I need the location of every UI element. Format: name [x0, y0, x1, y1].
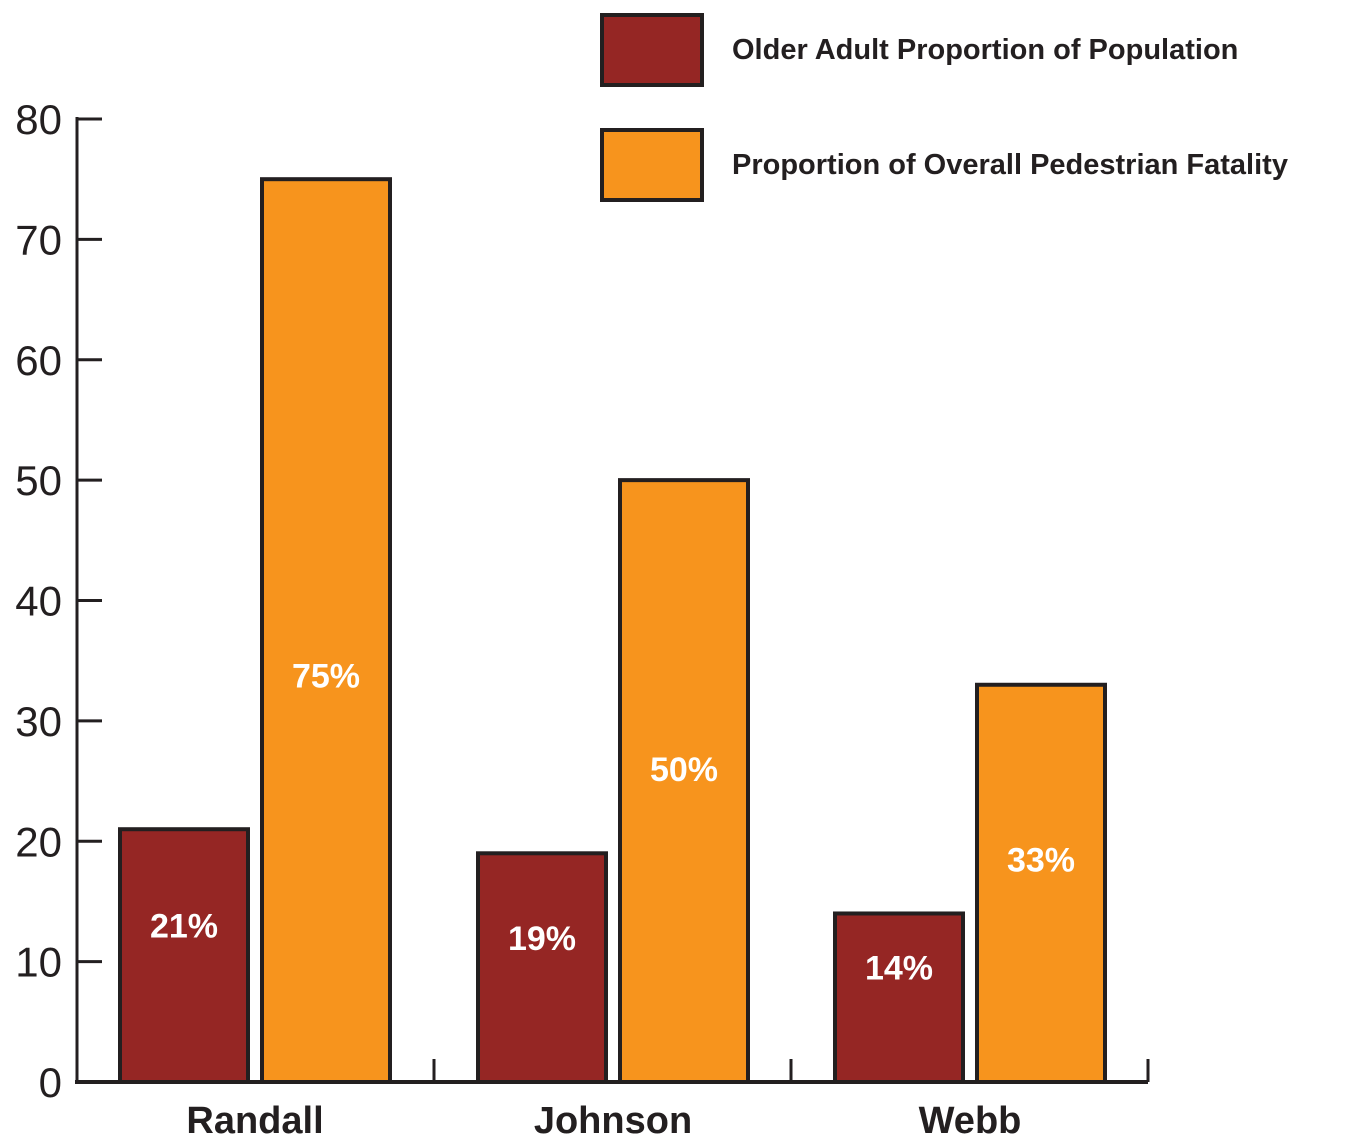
y-tick-label-50: 50	[15, 457, 62, 504]
y-tick-label-10: 10	[15, 939, 62, 986]
data-label-johnson-series-0: 19%	[508, 920, 576, 958]
data-label-webb-series-1: 33%	[1007, 842, 1075, 880]
legend-label-pedestrian-fatality: Proportion of Overall Pedestrian Fatalit…	[732, 148, 1288, 181]
y-tick-label-40: 40	[15, 578, 62, 625]
bar-johnson-series-1	[618, 478, 750, 1084]
y-tick-label-0: 0	[39, 1059, 62, 1106]
bars-group	[118, 177, 1107, 1085]
x-tick-label-webb: Webb	[919, 1100, 1022, 1140]
bar-webb-series-0	[833, 911, 965, 1084]
y-tick-label-80: 80	[15, 96, 62, 143]
legend-swatch-older-adult	[600, 13, 704, 87]
bar-randall-series-0	[118, 827, 250, 1085]
x-labels-group: Randall Johnson Webb	[186, 1100, 1021, 1140]
legend-swatch-pedestrian-fatality	[600, 128, 704, 202]
legend-item-pedestrian-fatality: Proportion of Overall Pedestrian Fatalit…	[600, 128, 1288, 202]
y-ticks-group: 0 10 20 30 40 50 60 70 80	[15, 96, 102, 1106]
y-tick-label-60: 60	[15, 337, 62, 384]
data-label-johnson-series-1: 50%	[650, 751, 718, 789]
legend-item-older-adult: Older Adult Proportion of Population	[600, 13, 1238, 87]
bar-randall-series-1	[260, 177, 392, 1084]
data-label-randall-series-0: 21%	[150, 907, 218, 945]
bar-johnson-series-0	[476, 851, 608, 1084]
legend-label-older-adult: Older Adult Proportion of Population	[732, 33, 1239, 66]
y-tick-label-70: 70	[15, 216, 62, 263]
bar-labels-group: 21% 75% 19% 50% 14% 33%	[150, 658, 1075, 988]
y-tick-label-20: 20	[15, 818, 62, 865]
x-tick-label-randall: Randall	[186, 1100, 323, 1140]
data-label-randall-series-1: 75%	[292, 658, 360, 696]
x-tick-label-johnson: Johnson	[534, 1100, 692, 1140]
data-label-webb-series-0: 14%	[865, 949, 933, 987]
y-tick-label-30: 30	[15, 698, 62, 745]
bar-webb-series-1	[975, 682, 1107, 1084]
